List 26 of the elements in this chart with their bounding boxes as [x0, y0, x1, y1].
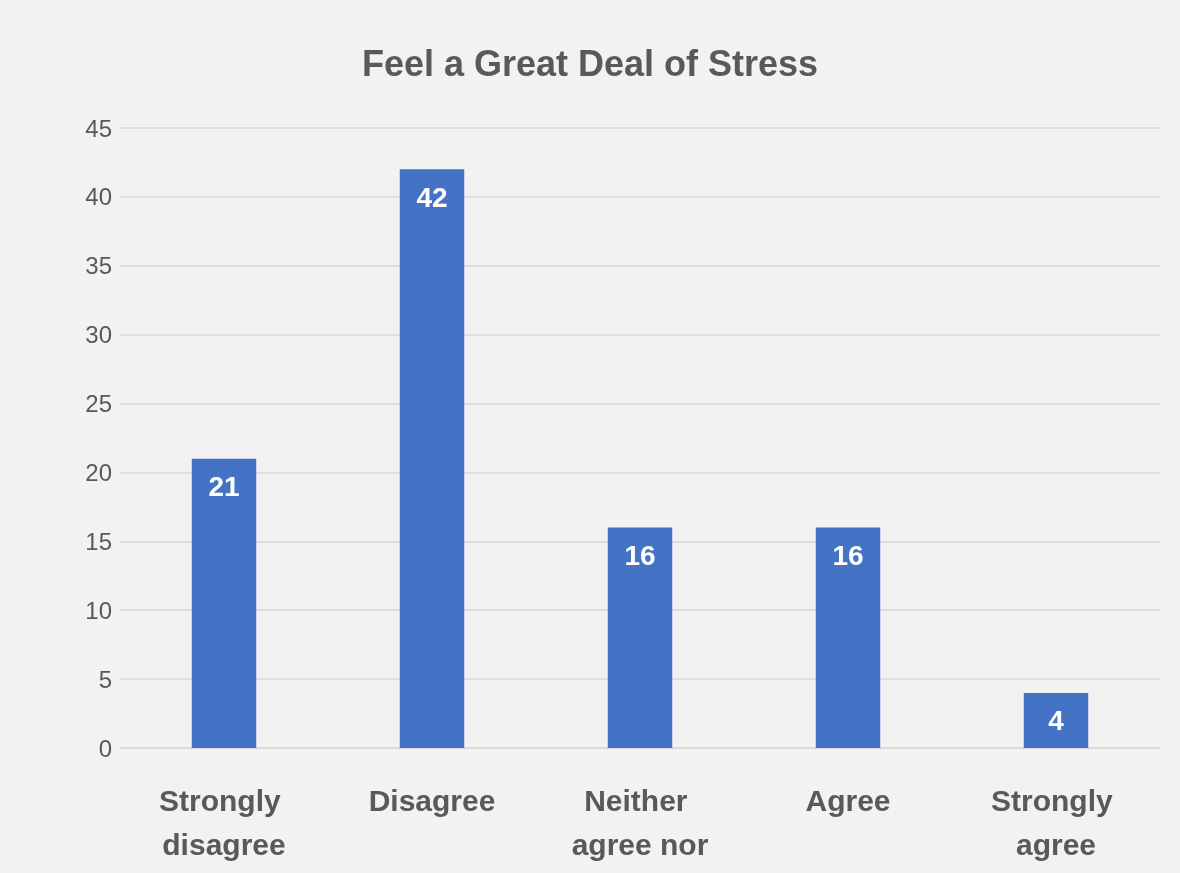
data-label: 42	[416, 181, 448, 213]
y-tick-label: 30	[85, 321, 112, 349]
y-tick-label: 0	[98, 734, 112, 762]
y-tick-label: 40	[85, 183, 112, 211]
y-tick-label: 45	[85, 114, 112, 142]
bar	[607, 527, 673, 748]
bar	[399, 169, 465, 748]
bar	[191, 458, 257, 748]
data-label: 4	[1048, 705, 1065, 737]
x-tick-label: Strongly disagree	[158, 783, 290, 861]
chart-title: Feel a Great Deal of Stress	[361, 42, 819, 84]
x-tick-label: Disagree	[368, 783, 496, 817]
x-tick-label: Neither agree nor	[571, 783, 709, 861]
data-label: 16	[832, 540, 864, 572]
data-label: 21	[208, 471, 240, 503]
bar	[815, 527, 881, 748]
y-tick-label: 5	[98, 665, 112, 693]
y-tick-label: 25	[85, 390, 112, 418]
y-tick-label: 10	[85, 596, 112, 624]
y-tick-label: 15	[85, 527, 112, 555]
x-tick-label: Strongly agree	[990, 783, 1122, 861]
y-tick-label: 20	[85, 458, 112, 486]
bar	[1023, 692, 1089, 748]
data-label: 16	[624, 540, 656, 572]
y-tick-label: 35	[85, 252, 112, 280]
x-tick-label: Agree	[805, 783, 891, 817]
